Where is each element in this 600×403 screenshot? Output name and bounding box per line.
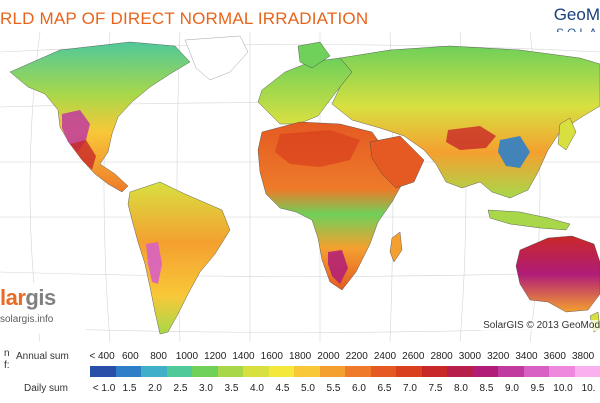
namibia-high-dni	[328, 250, 348, 284]
world-map-svg	[0, 32, 600, 342]
daily-tick-label: < 1.0	[92, 383, 116, 394]
solargis-logo-text: largis	[0, 285, 56, 310]
daily-tick-label: 7.5	[428, 383, 443, 394]
indonesia	[487, 209, 571, 231]
daily-tick-label: 1.5	[122, 383, 137, 394]
madagascar	[389, 231, 403, 263]
annual-tick-label: 1000	[175, 351, 199, 362]
legend-swatch	[243, 366, 269, 377]
legend-swatch	[268, 366, 294, 377]
legend-swatch	[498, 366, 524, 377]
legend-swatch	[396, 366, 422, 377]
annual-tick-label: 1200	[204, 351, 227, 362]
japan	[557, 117, 577, 151]
daily-tick-label: 6.0	[352, 383, 366, 394]
legend-swatch	[319, 366, 345, 377]
annual-tick-label: 1600	[260, 351, 283, 362]
annual-tick-label: 2400	[373, 351, 397, 362]
daily-tick-label: 6.5	[377, 383, 392, 394]
map-credit: SolarGIS © 2013 GeoMod	[481, 320, 600, 331]
annual-tick-label: 3600	[543, 351, 566, 362]
china-low-dni	[498, 136, 530, 168]
daily-tick-label: 7.0	[403, 383, 417, 394]
daily-tick-label: 9.5	[530, 383, 545, 394]
daily-tick-label: 10.	[581, 383, 596, 394]
legend-swatch	[549, 366, 575, 377]
annual-tick-label: 3000	[458, 351, 482, 362]
annual-tick-label: 2800	[430, 351, 453, 362]
daily-tick-label: 5.5	[326, 383, 341, 394]
legend-swatch	[115, 366, 141, 377]
annual-tick-label: 3400	[515, 351, 538, 362]
solargis-url: solargis.info	[0, 314, 54, 325]
atacama-high-dni	[146, 242, 162, 284]
annual-sum-label: Annual sum	[16, 351, 69, 362]
daily-tick-label: 3.0	[199, 383, 213, 394]
annual-tick-label: 2000	[317, 351, 340, 362]
legend-swatch	[217, 366, 243, 377]
annual-tick-label: 3200	[487, 351, 510, 362]
legend-clipped-label-1: n	[4, 348, 10, 359]
annual-tick-label: 800	[150, 351, 167, 362]
annual-tick-label: 600	[121, 351, 139, 362]
tibet-high-dni	[446, 126, 496, 150]
daily-sum-label: Daily sum	[24, 383, 68, 394]
mexico-high-dni	[70, 140, 96, 170]
legend: n f: Annual sum Daily sum < 400 600 800 100…	[0, 342, 600, 403]
asia	[331, 45, 600, 199]
legend-swatch	[574, 366, 600, 377]
daily-tick-label: 8.0	[454, 383, 468, 394]
annual-tick-label: 2600	[402, 351, 425, 362]
daily-tick-label: 5.0	[301, 383, 315, 394]
legend-swatch	[192, 366, 218, 377]
annual-tick-label: 2200	[345, 351, 368, 362]
legend-swatch	[447, 366, 473, 377]
daily-tick-label: 8.5	[479, 383, 494, 394]
daily-tick-label: 2.0	[148, 383, 162, 394]
legend-swatch	[370, 366, 396, 377]
north-america	[9, 41, 191, 193]
annual-tick-label: 1400	[232, 351, 255, 362]
scandinavia	[297, 41, 331, 69]
legend-swatch	[523, 366, 549, 377]
south-america	[127, 181, 231, 335]
world-map	[0, 32, 600, 342]
color-scale-bar	[90, 366, 600, 377]
daily-tick-label: 10.0	[553, 383, 573, 394]
daily-tick-label: 4.5	[275, 383, 290, 394]
legend-swatch	[294, 366, 320, 377]
legend-swatch	[472, 366, 498, 377]
annual-tick-label: 1800	[288, 351, 312, 362]
legend-swatch	[90, 366, 116, 377]
legend-swatch	[166, 366, 192, 377]
daily-tick-label: 4.0	[250, 383, 264, 394]
legend-swatch	[141, 366, 167, 377]
greenland	[184, 35, 249, 81]
legend-swatch	[421, 366, 447, 377]
arabia	[369, 135, 425, 189]
daily-tick-label: 9.0	[505, 383, 519, 394]
annual-tick-label: < 400	[89, 351, 115, 362]
solargis-logo: largis solargis.info	[0, 283, 86, 333]
legend-swatch	[345, 366, 371, 377]
daily-tick-label: 3.5	[224, 383, 239, 394]
australia	[515, 235, 600, 313]
annual-tick-label: 3800	[571, 351, 595, 362]
brand-name: GeoM	[553, 5, 600, 24]
sahara-high-dni	[275, 130, 360, 167]
legend-clipped-label-2: f:	[4, 360, 10, 371]
map-title: RLD MAP OF DIRECT NORMAL IRRADIATION	[0, 9, 369, 28]
daily-tick-label: 2.5	[173, 383, 188, 394]
